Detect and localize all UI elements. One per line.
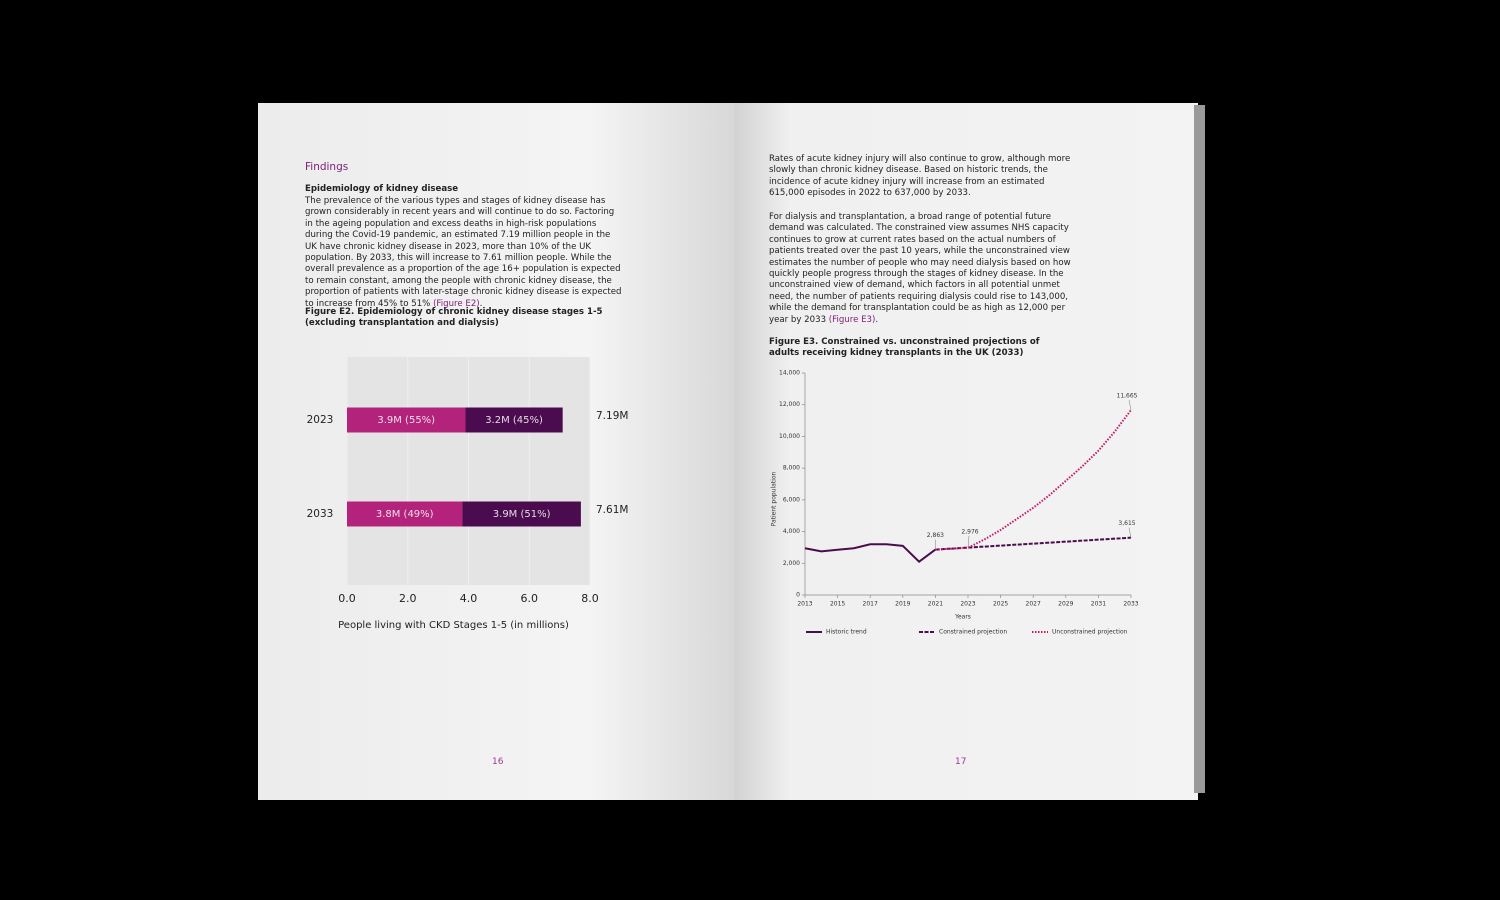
page-number: 17 <box>955 757 967 767</box>
legend-label: Constrained projection <box>939 629 1007 636</box>
annotation-label: 3,615 <box>1118 520 1135 527</box>
value-label: 3.2M (45%) <box>485 415 543 426</box>
x-tick-label: 2.0 <box>399 592 417 605</box>
category-label: 2023 <box>307 414 334 426</box>
y-tick-label: 8,000 <box>783 465 800 472</box>
bar-segment <box>347 501 463 527</box>
y-tick-label: 0 <box>796 592 800 599</box>
line-series <box>804 543 936 564</box>
y-tick-label: 2,000 <box>783 560 800 567</box>
x-tick-label: 2017 <box>863 601 878 608</box>
line-series <box>935 409 1132 551</box>
annotation-leader <box>967 535 970 548</box>
paragraph: For dialysis and transplantation, a broa… <box>769 212 1081 326</box>
page-number: 16 <box>492 757 504 767</box>
x-tick-label: 2025 <box>993 601 1008 608</box>
x-tick-label: 2031 <box>1091 601 1106 608</box>
x-tick-label: 0.0 <box>338 592 356 605</box>
paragraph: The prevalence of the various types and … <box>305 196 623 310</box>
value-label: 3.9M (55%) <box>377 415 435 426</box>
heading: Epidemiology of kidney disease <box>305 184 459 194</box>
line-series <box>935 536 1132 551</box>
annotation-label: 2,976 <box>961 528 978 535</box>
annotation-leader <box>1128 527 1132 538</box>
total-label: 7.61M <box>596 504 628 516</box>
y-tick-label: 14,000 <box>779 370 800 377</box>
x-tick-label: 2015 <box>830 601 845 608</box>
legend-label: Historic trend <box>826 629 867 636</box>
y-tick-label: 4,000 <box>783 528 800 535</box>
y-tick-label: 10,000 <box>779 433 800 440</box>
y-axis-label: Patient population <box>771 471 778 526</box>
annotation-leader <box>1128 399 1132 411</box>
annotation-label: 2,863 <box>927 532 944 539</box>
paragraph: Rates of acute kidney injury will also c… <box>769 154 1071 199</box>
category-label: 2033 <box>307 508 334 520</box>
figure-caption: Figure E2. Epidemiology of chronic kidne… <box>305 307 603 329</box>
link[interactable]: (Figure E2) <box>433 298 480 309</box>
value-label: 3.9M (51%) <box>493 509 551 520</box>
x-tick-label: 4.0 <box>460 592 478 605</box>
total-label: 7.19M <box>596 410 628 422</box>
bar-segment <box>465 407 563 433</box>
x-tick-label: 2021 <box>928 601 943 608</box>
annotation-label: 11,665 <box>1117 393 1138 400</box>
x-tick-label: 2019 <box>895 601 910 608</box>
x-tick-label: 2023 <box>960 601 975 608</box>
value-label: 3.8M (49%) <box>376 509 434 520</box>
bar-segment <box>462 501 581 527</box>
x-tick-label: 8.0 <box>581 592 599 605</box>
link[interactable]: (Figure E3) <box>828 314 876 325</box>
x-axis-label: People living with CKD Stages 1-5 (in mi… <box>338 620 569 631</box>
x-tick-label: 2013 <box>797 601 812 608</box>
y-tick-label: 12,000 <box>779 401 800 408</box>
x-tick-label: 2027 <box>1026 601 1041 608</box>
bar-segment <box>347 407 466 433</box>
x-tick-label: 2029 <box>1058 601 1073 608</box>
page-edge <box>1194 105 1205 793</box>
section-title: Findings <box>305 161 349 173</box>
y-tick-label: 6,000 <box>783 496 800 503</box>
x-tick-label: 2033 <box>1123 601 1138 608</box>
paragraph-end: . <box>479 298 483 309</box>
paragraph-text: The prevalence of the various types and … <box>305 196 622 309</box>
x-tick-label: 6.0 <box>521 592 539 605</box>
x-axis-label: Years <box>954 614 971 621</box>
figure-caption: Figure E3. Constrained vs. unconstrained… <box>769 337 1040 359</box>
paragraph-text: For dialysis and transplantation, a broa… <box>769 212 1071 325</box>
paragraph-end: . <box>875 314 879 325</box>
legend-label: Unconstrained projection <box>1052 629 1128 636</box>
right-page <box>734 103 1198 800</box>
